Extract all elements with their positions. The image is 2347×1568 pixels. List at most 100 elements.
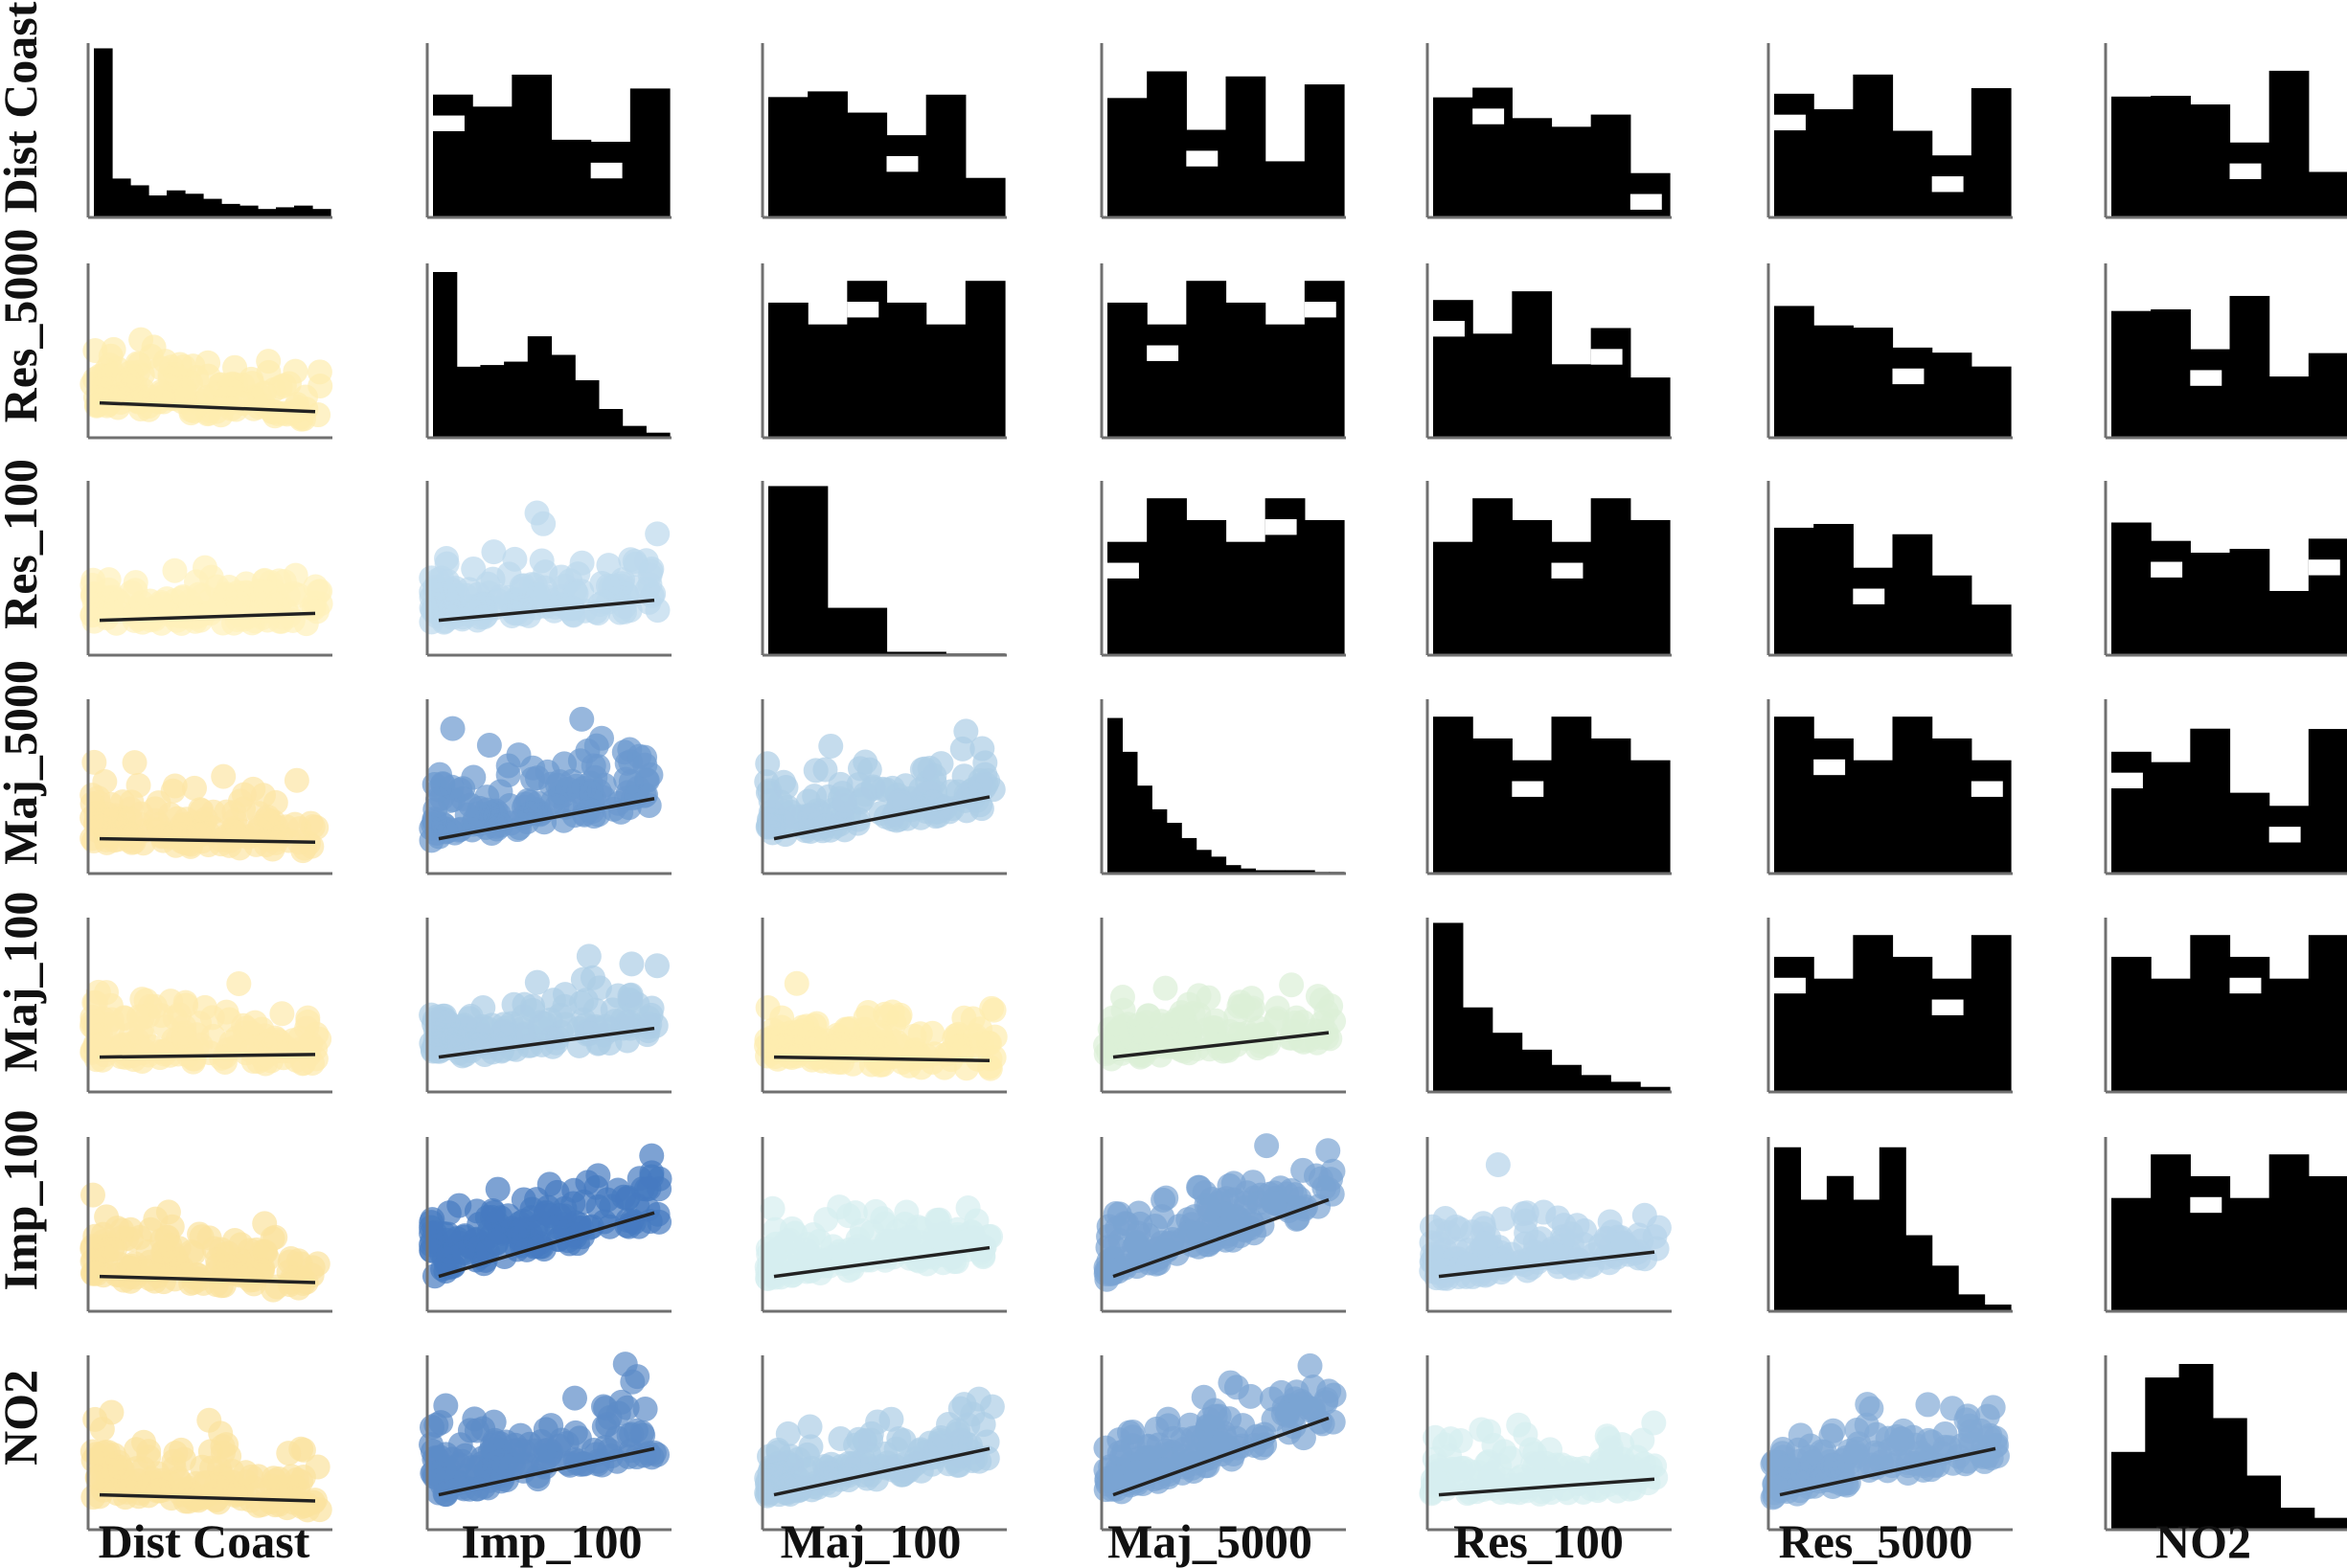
scatter-point [252,1211,278,1237]
density-block [1590,738,1631,874]
scatter-point [420,1228,445,1254]
scatter-point [1559,1221,1584,1247]
fit-line [773,1245,991,1279]
scatter-point [1172,1033,1197,1058]
scatter-point [231,796,257,822]
fit-line [773,1446,991,1497]
density-block [1971,760,2012,874]
panel-maj-100-vs-dist-coast [80,918,332,1094]
density-block [1265,161,1306,217]
scatter-point [531,511,557,536]
panel-maj-100-vs-res-5000 [1766,918,2013,1094]
panel-res-5000-vs-no2 [2104,263,2347,440]
density-block [1551,364,1592,438]
scatter-point [80,1182,105,1208]
density-block [2151,978,2191,1092]
scatter-point [448,1474,474,1500]
fit-line [99,400,316,414]
histogram-bar [276,207,295,217]
scatter-point [169,1437,194,1463]
scatter-point [83,808,109,834]
density-block [2229,956,2270,1092]
scatter-point [125,1004,151,1030]
scatter-point [614,1010,640,1035]
scatter-point [926,1224,952,1250]
scatter-point [1149,1012,1174,1038]
density-block [2151,96,2191,217]
density-block [1512,291,1553,438]
scatter-point [1481,1432,1507,1458]
histogram-bar [112,178,131,217]
scatter-point [949,736,975,761]
density-block [1147,498,1187,655]
density-gap [1512,781,1544,797]
scatter-point [569,706,595,732]
histogram-bar [2111,1451,2146,1530]
scatter-point [1230,993,1256,1019]
scatter-point [591,1394,617,1420]
histogram-bar [886,651,946,655]
density-block [1774,93,1814,218]
scatter-point [97,363,123,389]
scatter-point [581,753,606,779]
scatter-point [207,373,233,398]
density-block [1629,519,1671,655]
scatter-point [1615,1458,1641,1484]
scatter-point [86,1484,112,1510]
scatter-point [446,1193,472,1218]
density-block [433,94,473,217]
histogram-bar [1931,1265,1959,1311]
scatter-point [431,1456,457,1482]
density-block [1107,98,1148,217]
density-block [1774,306,1814,438]
scatter-point [818,733,844,759]
density-block [512,74,553,217]
scatter-point [1122,1234,1148,1260]
scatter-point [143,1206,169,1232]
scatter-point [1313,999,1339,1025]
histogram-bar [1240,868,1256,874]
scatter-point [251,380,277,406]
scatter-point [481,539,507,565]
scatter-point [529,548,555,574]
histogram-bar [1122,751,1138,874]
density-block [2111,1197,2152,1311]
scatter-point [1563,1456,1589,1482]
scatter-point [1152,975,1178,1001]
scatter-point [118,1256,144,1282]
density-block [1512,519,1553,655]
scatter-point [304,814,330,840]
density-block [808,324,848,438]
density-block [2190,349,2231,438]
panel-dist-coast-vs-maj-100 [761,43,1007,219]
density-block [1433,541,1473,655]
panel-no2-vs-res-5000 [1760,1355,2013,1532]
density-block [847,112,888,217]
histogram-bar [1958,1294,1986,1311]
scatter-point [276,371,302,397]
scatter-point [584,1451,610,1477]
scatter-point [238,1262,263,1288]
scatter-point [1760,1451,1786,1477]
scatter-point [951,1005,977,1031]
scatter-point [1485,1152,1511,1178]
density-block [1774,527,1814,655]
scatter-point [622,549,648,575]
scatter-point [195,350,221,375]
scatter-point [647,1166,672,1192]
scatter-point [122,750,148,776]
histogram-bar [1774,1147,1802,1311]
scatter-point [162,773,188,799]
density-block [1931,575,1972,655]
scatter-point [81,749,107,775]
scatter-point [262,403,288,429]
scatter-point [525,581,551,607]
scatter-point [1218,1370,1243,1396]
scatter-point [125,772,151,798]
panel-res-5000-vs-res-5000 [1766,263,2013,440]
scatter-point [1232,1026,1258,1052]
scatter-point [1254,1133,1280,1159]
scatter-point [451,1224,477,1250]
histogram-bar [1551,1064,1582,1092]
